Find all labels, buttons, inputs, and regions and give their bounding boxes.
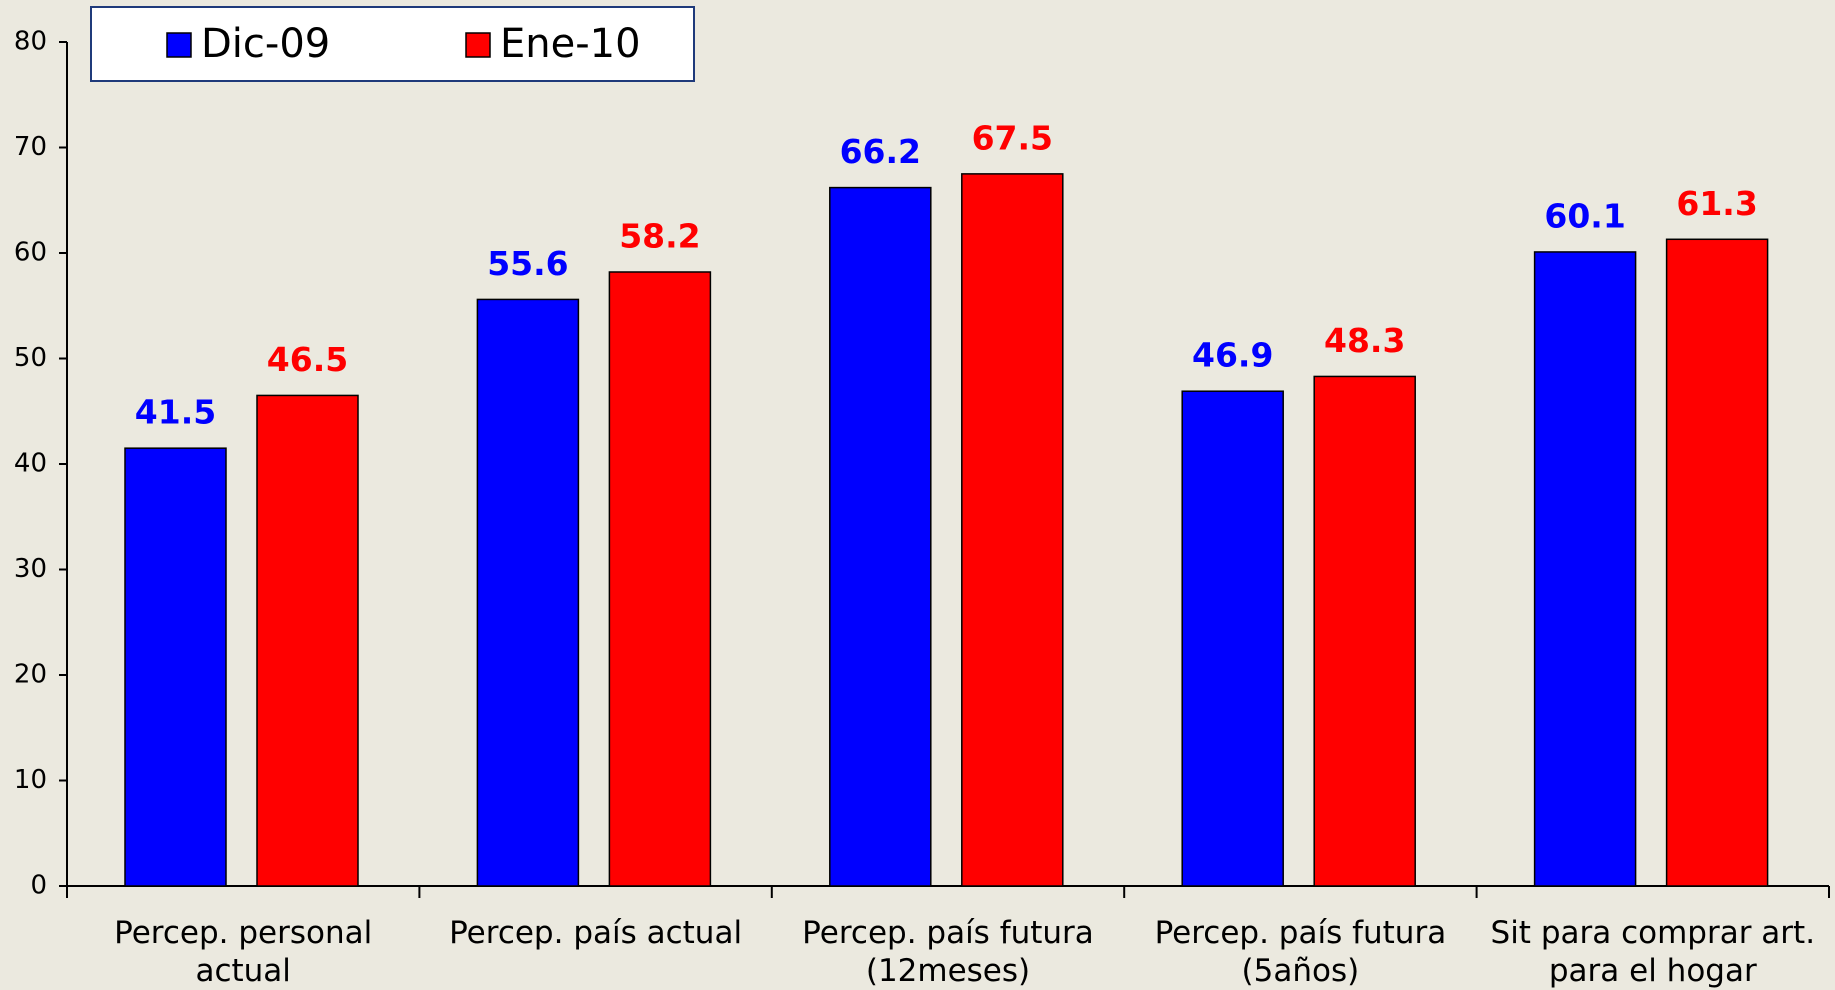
- value-label: 48.3: [1324, 321, 1405, 360]
- y-tick-label: 10: [14, 765, 47, 795]
- y-tick-label: 70: [14, 132, 47, 162]
- bar: [256, 394, 359, 887]
- y-tick-label: 40: [14, 449, 47, 479]
- value-label: 46.5: [267, 340, 348, 379]
- value-label: 60.1: [1544, 196, 1625, 235]
- value-label: 67.5: [972, 118, 1053, 157]
- x-tick-label: Percep. país futura (5años): [1154, 915, 1447, 989]
- bar: [1313, 375, 1416, 887]
- value-label: 61.3: [1676, 184, 1757, 223]
- y-tick-label: 20: [14, 660, 47, 690]
- y-tick-label: 0: [30, 871, 47, 901]
- y-tick-label: 30: [14, 554, 47, 584]
- bar: [1533, 251, 1637, 887]
- y-tick-label: 50: [14, 343, 47, 373]
- legend-label: Ene-10: [500, 21, 641, 67]
- value-label: 55.6: [487, 244, 568, 283]
- value-label: 41.5: [135, 393, 216, 432]
- legend-swatch: [465, 32, 491, 58]
- y-tick-label: 60: [14, 238, 47, 268]
- bar: [608, 271, 712, 887]
- value-label: 46.9: [1192, 336, 1273, 375]
- legend-swatch: [166, 32, 192, 58]
- bar: [1665, 238, 1769, 887]
- value-label: 58.2: [619, 216, 700, 255]
- bar: [1181, 390, 1284, 887]
- bar: [961, 173, 1064, 887]
- value-label: 66.2: [840, 132, 921, 171]
- x-tick-label: Percep. país actual: [449, 915, 743, 951]
- bar: [829, 186, 932, 887]
- bar: [476, 298, 580, 887]
- x-tick-label: Percep. país futura (12meses): [802, 915, 1094, 989]
- bar: [124, 447, 227, 887]
- y-tick-label: 80: [14, 27, 47, 57]
- x-tick-label: Percep. personal actual: [114, 915, 373, 989]
- legend-label: Dic-09: [201, 21, 330, 67]
- x-tick-label: Sit para comprar art. para el hogar: [1490, 915, 1816, 989]
